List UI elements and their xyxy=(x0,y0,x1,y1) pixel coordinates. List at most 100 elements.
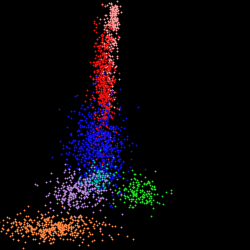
Point xyxy=(80,173,84,177)
Point xyxy=(119,139,123,143)
Point xyxy=(66,222,70,226)
Point xyxy=(142,181,146,185)
Point xyxy=(72,185,76,189)
Point xyxy=(94,78,98,82)
Point xyxy=(132,192,136,196)
Point xyxy=(110,84,114,88)
Point xyxy=(92,28,96,32)
Point xyxy=(78,177,82,181)
Point xyxy=(118,86,122,90)
Point xyxy=(53,185,57,189)
Point xyxy=(107,62,111,66)
Point xyxy=(18,222,22,226)
Point xyxy=(107,100,111,104)
Point xyxy=(115,192,119,196)
Point xyxy=(96,138,100,142)
Point xyxy=(104,115,108,119)
Point xyxy=(83,170,87,174)
Point xyxy=(114,40,118,44)
Point xyxy=(146,191,150,195)
Point xyxy=(111,201,115,205)
Point xyxy=(40,228,44,232)
Point xyxy=(108,79,112,83)
Point xyxy=(42,227,46,231)
Point xyxy=(84,146,88,150)
Point xyxy=(110,20,114,24)
Point xyxy=(86,150,90,154)
Point xyxy=(102,56,106,60)
Point xyxy=(56,234,60,237)
Point xyxy=(108,114,112,117)
Point xyxy=(100,80,103,84)
Point xyxy=(144,198,148,202)
Point xyxy=(90,186,94,190)
Point xyxy=(148,186,152,190)
Point xyxy=(95,59,99,63)
Point xyxy=(87,230,91,234)
Point xyxy=(108,17,112,21)
Point xyxy=(23,225,27,229)
Point xyxy=(91,149,95,153)
Point xyxy=(114,148,118,152)
Point xyxy=(101,148,105,152)
Point xyxy=(97,137,101,141)
Point xyxy=(146,179,150,183)
Point xyxy=(95,179,99,183)
Point xyxy=(106,139,110,143)
Point xyxy=(105,77,109,81)
Point xyxy=(79,185,83,189)
Point xyxy=(105,16,109,20)
Point xyxy=(64,180,68,184)
Point xyxy=(69,225,73,229)
Point xyxy=(100,76,104,80)
Point xyxy=(105,162,109,166)
Point xyxy=(46,193,50,197)
Point xyxy=(91,114,95,118)
Point xyxy=(106,138,110,142)
Point xyxy=(113,224,117,228)
Point xyxy=(103,163,107,167)
Point xyxy=(98,75,102,79)
Point xyxy=(141,192,145,196)
Point xyxy=(94,170,98,174)
Point xyxy=(20,227,24,231)
Point xyxy=(64,223,68,227)
Point xyxy=(134,186,138,190)
Point xyxy=(67,195,71,199)
Point xyxy=(147,196,151,200)
Point xyxy=(112,146,116,150)
Point xyxy=(98,122,102,126)
Point xyxy=(100,127,104,131)
Point xyxy=(81,190,85,194)
Point xyxy=(64,236,68,240)
Point xyxy=(106,132,110,136)
Point xyxy=(76,219,80,223)
Point xyxy=(137,197,141,201)
Point xyxy=(164,190,168,194)
Point xyxy=(105,102,109,106)
Point xyxy=(99,65,103,69)
Point xyxy=(160,194,164,198)
Point xyxy=(115,146,119,150)
Point xyxy=(105,117,109,121)
Point xyxy=(108,134,112,138)
Point xyxy=(102,87,106,91)
Point xyxy=(108,54,112,58)
Point xyxy=(90,120,94,124)
Point xyxy=(53,189,57,193)
Point xyxy=(117,174,121,178)
Point xyxy=(106,181,110,185)
Point xyxy=(132,185,136,189)
Point xyxy=(142,195,146,199)
Point xyxy=(108,45,112,49)
Point xyxy=(53,220,57,224)
Point xyxy=(42,239,46,243)
Point xyxy=(24,240,28,244)
Point xyxy=(52,228,56,232)
Point xyxy=(65,162,69,166)
Point xyxy=(116,232,120,236)
Point xyxy=(109,26,113,30)
Point xyxy=(42,223,46,227)
Point xyxy=(102,55,106,59)
Point xyxy=(67,222,71,226)
